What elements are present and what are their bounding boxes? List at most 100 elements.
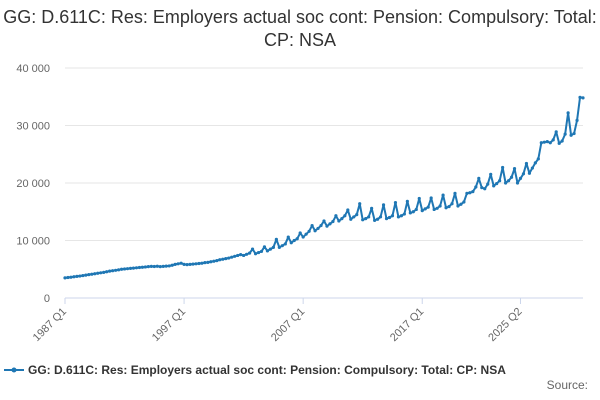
legend[interactable]: GG: D.611C: Res: Employers actual soc co… <box>0 360 600 380</box>
data-point <box>158 265 162 269</box>
data-point <box>483 187 487 191</box>
data-point <box>197 261 201 266</box>
data-point <box>378 215 383 219</box>
data-point <box>486 182 490 186</box>
data-point <box>432 207 436 212</box>
data-point <box>128 266 133 270</box>
chart-title: GG: D.611C: Res: Employers actual soc co… <box>3 7 597 50</box>
data-point <box>527 171 532 175</box>
data-point <box>292 238 296 243</box>
data-point <box>155 264 159 268</box>
data-point <box>140 265 144 269</box>
data-point <box>414 207 418 212</box>
data-point <box>262 245 267 249</box>
data-point <box>560 139 564 143</box>
data-point <box>81 273 85 278</box>
data-point <box>453 191 457 195</box>
data-point <box>575 118 579 122</box>
data-point <box>349 217 353 221</box>
data-point <box>218 258 222 262</box>
data-point <box>381 203 386 207</box>
gridlines <box>65 67 583 241</box>
data-point <box>134 266 139 270</box>
data-point <box>328 222 332 226</box>
data-point <box>509 175 514 179</box>
data-point <box>188 262 192 266</box>
data-point <box>161 264 165 268</box>
data-point <box>355 213 359 217</box>
data-point <box>307 229 311 233</box>
data-point <box>551 138 555 142</box>
data-point <box>557 141 561 145</box>
data-point <box>533 161 537 165</box>
data-point <box>280 244 284 248</box>
data-point <box>373 218 377 222</box>
data-point <box>111 269 115 273</box>
data-point <box>346 208 350 212</box>
data-point <box>63 276 67 280</box>
data-point <box>69 275 73 279</box>
data-point <box>521 172 526 176</box>
data-point <box>119 267 124 271</box>
source-label: Source: <box>546 378 588 392</box>
data-point <box>125 267 130 271</box>
data-point <box>435 206 439 210</box>
data-point <box>536 157 540 161</box>
y-tick-label: 30 000 <box>16 121 50 133</box>
data-point <box>390 214 395 218</box>
data-point <box>108 269 112 273</box>
x-tick-label: 2025 Q2 <box>486 306 524 344</box>
data-point <box>375 217 380 221</box>
data-point <box>462 200 466 204</box>
data-point <box>227 256 231 260</box>
data-point <box>179 261 183 265</box>
legend-label: GG: D.611C: Res: Employers actual soc co… <box>28 363 506 377</box>
data-point <box>393 200 398 205</box>
series-line <box>64 96 584 279</box>
x-tick-label: 2017 Q1 <box>388 306 426 344</box>
data-point <box>286 235 290 239</box>
data-point <box>212 259 216 263</box>
y-tick-label: 40 000 <box>16 63 50 75</box>
x-tick-labels: 1987 Q1 1997 Q1 2007 Q1 2017 Q1 2025 Q2 <box>31 306 525 344</box>
data-point <box>480 186 484 190</box>
data-point <box>149 264 153 268</box>
data-point <box>578 95 582 99</box>
data-point <box>271 245 275 249</box>
data-point <box>152 264 156 269</box>
data-point <box>93 272 97 276</box>
data-point <box>387 215 392 220</box>
data-point <box>530 166 534 170</box>
data-point <box>146 265 150 269</box>
data-point <box>358 202 362 206</box>
data-point <box>316 226 320 231</box>
data-point <box>182 262 186 266</box>
data-point <box>221 257 225 261</box>
data-point <box>301 235 305 239</box>
data-point <box>131 266 136 270</box>
data-point <box>66 275 70 280</box>
data-point <box>236 253 240 258</box>
data-point <box>99 271 103 275</box>
data-point <box>489 172 493 176</box>
y-tick-label: 0 <box>44 293 50 305</box>
data-point <box>75 274 79 278</box>
data-point <box>173 262 177 266</box>
data-point <box>247 251 252 255</box>
data-point <box>501 165 505 170</box>
data-point <box>304 232 308 236</box>
data-point <box>563 132 567 136</box>
data-point <box>295 237 299 241</box>
data-point <box>456 204 460 208</box>
data-point <box>337 219 341 223</box>
data-point <box>572 131 576 136</box>
data-point <box>504 181 508 185</box>
data-point <box>233 254 237 258</box>
data-point <box>105 270 109 274</box>
data-point <box>283 242 287 246</box>
y-tick-labels: 0 10 000 20 000 30 000 40 000 <box>16 63 50 305</box>
data-point <box>206 260 210 264</box>
data-point <box>72 275 76 279</box>
data-point <box>114 268 118 272</box>
data-point <box>477 176 481 180</box>
